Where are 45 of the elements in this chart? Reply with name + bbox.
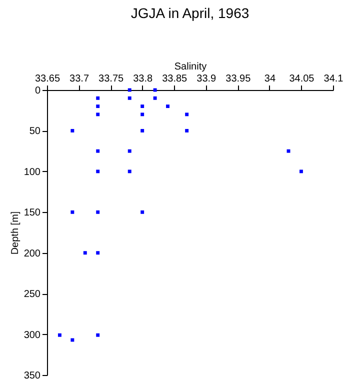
point <box>58 333 62 337</box>
x-tick-label: 33.65 <box>34 74 60 84</box>
x-tick-label: 34.05 <box>289 74 315 84</box>
point <box>96 104 100 108</box>
point <box>96 251 100 255</box>
chart-title: JGJA in April, 1963 <box>130 5 250 21</box>
x-tick-label: 34.1 <box>324 74 344 84</box>
point <box>96 112 100 116</box>
y-tick-label: 150 <box>24 208 41 219</box>
point <box>83 251 87 255</box>
x-tick-label: 33.75 <box>98 74 124 84</box>
point <box>153 96 157 100</box>
y-tick-label: 300 <box>24 330 41 341</box>
x-tick-label: 33.8 <box>133 74 153 84</box>
point <box>185 112 189 116</box>
y-tick-label: 100 <box>24 166 41 178</box>
point <box>96 149 100 153</box>
point <box>140 128 144 132</box>
y-tick-label: 250 <box>24 289 41 300</box>
point <box>140 104 144 108</box>
point <box>96 210 100 214</box>
x-tick-label: 33.7 <box>70 74 90 84</box>
point <box>185 128 189 132</box>
point <box>166 104 170 108</box>
y-tick-label: 200 <box>24 248 41 260</box>
point <box>128 170 132 174</box>
point <box>96 96 100 100</box>
x-tick-label: 33.95 <box>226 74 252 84</box>
point <box>140 210 144 214</box>
y-axis-title: Depth [m] <box>10 211 21 255</box>
y-tick-label: 350 <box>24 370 41 382</box>
point <box>140 112 144 116</box>
x-tick-label: 33.9 <box>196 74 217 84</box>
x-tick-label: 34 <box>264 74 276 84</box>
point <box>128 96 132 100</box>
y-tick-label: 50 <box>29 126 41 138</box>
y-tick-label: 0 <box>34 86 41 96</box>
point <box>70 210 74 214</box>
point <box>299 170 303 174</box>
point <box>128 149 132 153</box>
x-tick-label: 33.85 <box>162 74 188 84</box>
x-axis-title: Salinity <box>174 62 207 72</box>
point <box>96 170 100 174</box>
point <box>70 128 74 132</box>
point <box>96 333 100 337</box>
